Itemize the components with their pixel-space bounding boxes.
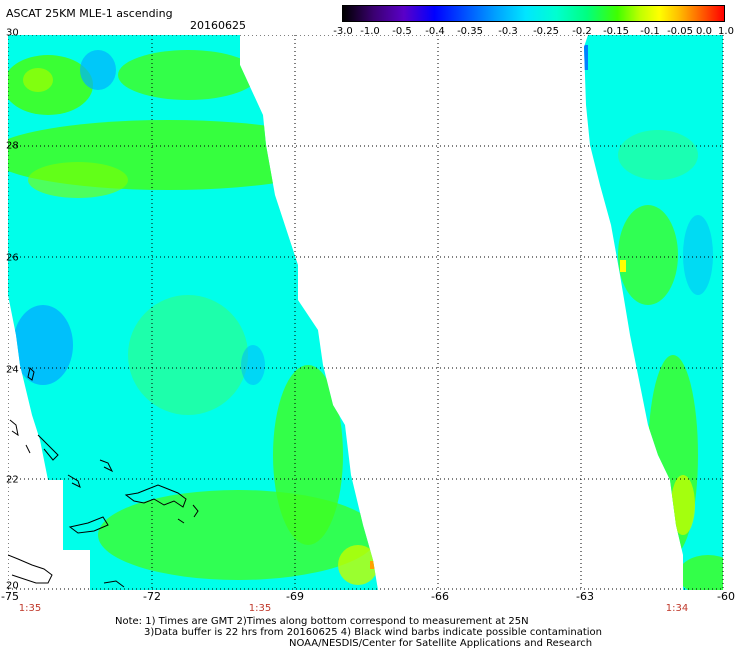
note-line-3: NOAA/NESDIS/Center for Satellite Applica… — [289, 638, 593, 649]
time-label: 1:35 — [18, 603, 42, 614]
colorbar-label: -0.5 — [392, 26, 412, 37]
lat-label: 22 — [6, 474, 19, 486]
lat-label: 20 — [6, 580, 19, 592]
colorbar-label: 0.0 — [696, 26, 712, 37]
lon-label: -75 — [1, 590, 19, 603]
right-swath — [584, 35, 723, 590]
wind-map — [8, 35, 724, 590]
lon-label: -66 — [431, 590, 449, 603]
colorbar-label: -0.4 — [425, 26, 445, 37]
lat-label: 28 — [6, 140, 19, 152]
time-label: 1:35 — [248, 603, 272, 614]
colorbar-label: -0.05 — [667, 26, 693, 37]
lon-label: -60 — [717, 590, 735, 603]
colorbar-label: -0.3 — [498, 26, 518, 37]
lat-label: 30 — [6, 27, 19, 39]
colorbar-label: -0.15 — [603, 26, 629, 37]
colorbar-label: 1.0 — [718, 26, 734, 37]
footnotes: Note: 1) Times are GMT 2)Times along bot… — [115, 616, 602, 649]
colorbar-label: -0.1 — [640, 26, 660, 37]
colorbar-label: -0.2 — [572, 26, 592, 37]
colorbar — [342, 5, 725, 22]
lon-label: -63 — [576, 590, 594, 603]
colorbar-label: -1.0 — [360, 26, 380, 37]
time-label: 1:34 — [665, 603, 689, 614]
note-line-1: Note: 1) Times are GMT 2)Times along bot… — [115, 616, 529, 627]
lat-label: 24 — [6, 364, 19, 376]
left-swath — [8, 35, 378, 590]
colorbar-label: -0.25 — [533, 26, 559, 37]
colorbar-label: -0.35 — [457, 26, 483, 37]
lat-label: 26 — [6, 252, 19, 264]
lon-label: -72 — [143, 590, 161, 603]
map-title: ASCAT 25KM MLE-1 ascending — [6, 7, 173, 20]
note-line-2: 3)Data buffer is 22 hrs from 20160625 4)… — [144, 627, 602, 638]
map-date: 20160625 — [190, 19, 246, 32]
lon-label: -69 — [286, 590, 304, 603]
coastlines — [8, 367, 199, 588]
grid-lines — [8, 35, 724, 590]
colorbar-labels: -3.0 -1.0 -0.5 -0.4 -0.35 -0.3 -0.25 -0.… — [330, 26, 735, 38]
colorbar-label: -3.0 — [333, 26, 353, 37]
